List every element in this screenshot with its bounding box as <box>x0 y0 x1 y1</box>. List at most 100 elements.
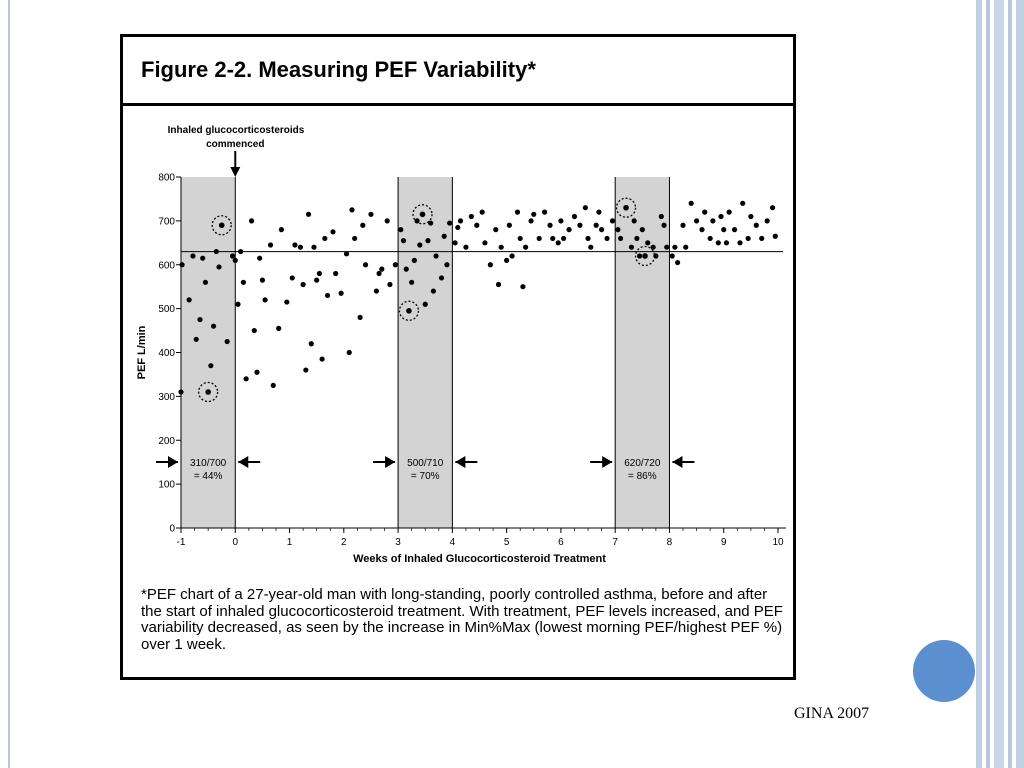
data-point <box>368 211 374 217</box>
data-point <box>338 290 344 296</box>
data-point <box>433 253 439 259</box>
y-tick-label: 700 <box>158 216 175 227</box>
y-axis-label: PEF L/min <box>136 325 148 379</box>
data-point <box>731 227 738 233</box>
data-point <box>197 316 203 323</box>
data-point <box>428 220 434 226</box>
highlight-ring <box>211 215 232 236</box>
data-point <box>190 253 196 259</box>
shaded-week-1 <box>181 177 236 528</box>
data-point <box>566 227 572 233</box>
data-point <box>769 205 776 211</box>
data-point <box>558 218 564 224</box>
data-point <box>248 218 255 224</box>
data-point <box>487 262 493 268</box>
data-point <box>599 227 605 233</box>
data-point <box>403 266 409 272</box>
data-point <box>322 235 328 242</box>
data-point <box>447 220 453 226</box>
data-point <box>352 235 358 242</box>
variability-label-2-percent: = 70% <box>411 471 440 482</box>
data-point <box>457 218 464 224</box>
data-point <box>604 235 610 242</box>
data-point <box>772 233 778 239</box>
data-point <box>238 248 244 255</box>
variability-arrow-right-2-head <box>455 456 466 468</box>
data-point <box>373 288 379 294</box>
data-point <box>637 253 643 259</box>
data-point <box>542 209 548 215</box>
data-point <box>430 288 436 294</box>
data-point <box>400 238 407 244</box>
source-credit: GINA 2007 <box>794 705 870 722</box>
data-point <box>693 218 700 224</box>
data-point <box>333 270 339 277</box>
data-point <box>267 242 274 248</box>
data-point <box>737 240 743 246</box>
x-tick-label: -1 <box>177 537 186 548</box>
data-point <box>330 229 336 235</box>
data-point <box>303 367 309 373</box>
data-point <box>178 389 184 395</box>
data-point <box>723 240 730 246</box>
highlighted-point <box>419 211 426 218</box>
data-point <box>596 209 602 215</box>
data-point <box>229 253 236 259</box>
data-point <box>200 255 206 261</box>
x-tick-label: 1 <box>287 537 293 548</box>
highlighted-point <box>642 253 648 259</box>
data-point <box>232 257 238 263</box>
y-tick-label: 300 <box>158 392 175 403</box>
variability-label-1-ratio: 310/700 <box>190 458 227 469</box>
data-point <box>387 281 393 288</box>
data-point <box>634 235 640 242</box>
data-point <box>324 292 331 299</box>
x-tick-label: 8 <box>667 537 673 548</box>
annotation-line-2: commenced <box>206 139 264 150</box>
data-point <box>311 244 317 250</box>
data-point <box>349 207 355 213</box>
data-point <box>289 275 295 281</box>
highlight-ring <box>197 381 219 403</box>
data-point <box>455 224 461 231</box>
x-axis-label: Weeks of Inhaled Glucocorticosteroid Tre… <box>353 553 606 565</box>
data-point <box>571 213 578 220</box>
data-point <box>536 235 542 242</box>
data-point <box>609 218 616 224</box>
data-point <box>658 213 664 220</box>
data-point <box>379 266 385 272</box>
data-point <box>495 281 502 288</box>
data-point <box>482 240 488 246</box>
data-point <box>585 235 591 242</box>
y-tick-label: 100 <box>158 480 175 491</box>
data-point <box>514 209 521 215</box>
variability-arrow-right-1-head <box>238 456 249 468</box>
data-point <box>270 382 276 389</box>
data-point <box>506 222 512 228</box>
figure-caption: *PEF chart of a 27-year-old man with lon… <box>141 586 783 653</box>
data-point <box>251 327 257 334</box>
data-point <box>707 235 713 242</box>
left-border-line <box>8 0 10 768</box>
figure-title: Figure 2-2. Measuring PEF Variability* <box>141 57 536 82</box>
data-point <box>631 218 637 224</box>
highlighted-point <box>205 389 211 395</box>
data-point <box>669 253 675 259</box>
variability-arrow-left-1-head <box>168 456 178 468</box>
highlighted-point <box>406 308 412 314</box>
shaded-week-3 <box>615 177 670 528</box>
y-tick-label: 600 <box>158 260 175 271</box>
data-point <box>257 255 263 261</box>
data-point <box>650 244 656 250</box>
data-point <box>316 270 322 277</box>
data-point <box>343 251 350 257</box>
data-point <box>186 297 192 303</box>
data-point <box>555 240 561 246</box>
data-point <box>463 244 469 250</box>
data-point <box>292 242 298 248</box>
data-point <box>680 222 686 228</box>
data-point <box>718 213 724 220</box>
highlighted-point <box>623 204 629 211</box>
data-point <box>398 227 404 233</box>
data-point <box>210 323 217 329</box>
